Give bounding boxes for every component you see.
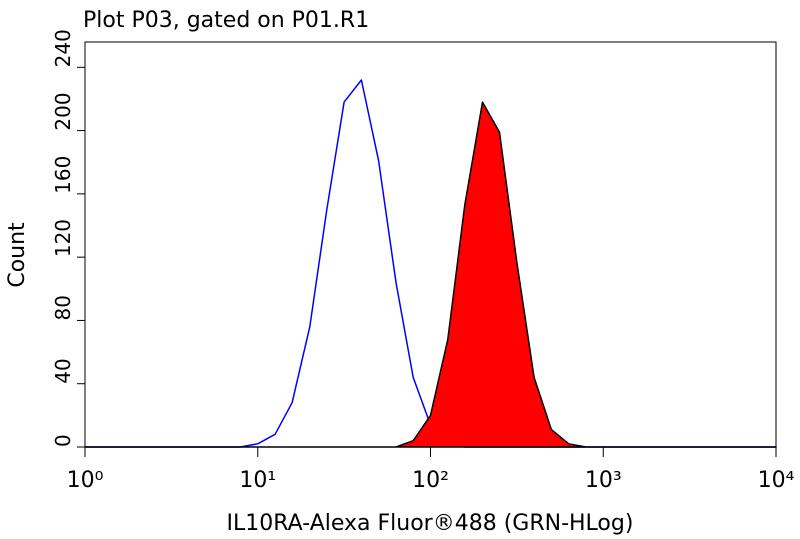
y-tick-label: 80 <box>51 295 75 320</box>
x-tick-label: 10⁴ <box>758 468 795 493</box>
plot-frame <box>84 41 777 448</box>
histogram-area <box>84 101 777 448</box>
y-tick-label: 200 <box>51 92 75 130</box>
y-tick-label: 160 <box>51 156 75 194</box>
y-tick-label: 40 <box>51 358 75 383</box>
x-tick-label: 10⁰ <box>67 468 104 493</box>
x-axis-label: IL10RA-Alexa Fluor®488 (GRN-HLog) <box>227 511 634 536</box>
x-tick-label: 10¹ <box>239 468 276 493</box>
y-tick-label: 0 <box>51 434 75 447</box>
x-tick-label: 10² <box>412 468 449 493</box>
y-tick-label: 120 <box>51 219 75 257</box>
histogram-line <box>85 79 776 448</box>
chart-title: Plot P03, gated on P01.R1 <box>83 8 369 33</box>
y-tick-label: 240 <box>51 29 75 67</box>
x-tick-label: 10³ <box>585 468 622 493</box>
y-axis-label: Count <box>5 222 30 288</box>
